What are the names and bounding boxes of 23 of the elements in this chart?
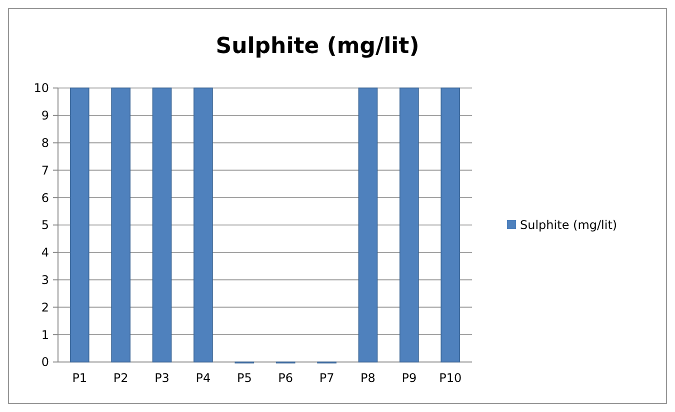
y-tick-label: 8	[41, 136, 49, 150]
y-tick-label: 6	[41, 190, 49, 205]
x-tick-label: P1	[72, 371, 88, 385]
x-tick-label: P2	[113, 371, 128, 385]
x-tick-label: P7	[319, 371, 334, 385]
y-tick-label: 5	[41, 218, 49, 232]
x-tick-label: P6	[278, 371, 294, 385]
legend-label: Sulphite (mg/lit)	[520, 218, 618, 232]
y-tick-label: 1	[41, 328, 49, 342]
x-tick-label: P3	[154, 371, 170, 385]
x-tick-label: P9	[402, 371, 417, 385]
y-tick-label: 9	[41, 108, 49, 123]
y-tick-label: 3	[41, 273, 49, 287]
y-tick-label: 2	[41, 300, 49, 314]
chart-title: Sulphite (mg/lit)	[216, 34, 420, 59]
x-tick-label: P5	[236, 371, 252, 385]
y-tick-label: 4	[41, 246, 49, 260]
x-tick-label: P4	[196, 371, 211, 385]
x-tick-label: P8	[360, 371, 376, 385]
x-tick-label: P10	[439, 371, 462, 385]
y-tick-label: 0	[41, 355, 49, 370]
y-tick-label: 7	[41, 163, 49, 178]
y-tick-label: 10	[34, 81, 49, 96]
